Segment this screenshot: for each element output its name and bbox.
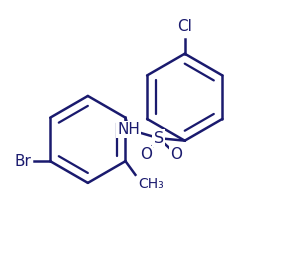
Text: S: S <box>154 131 164 146</box>
Text: CH₃: CH₃ <box>138 177 164 191</box>
Text: O: O <box>170 147 182 162</box>
Text: NH: NH <box>117 122 140 137</box>
Text: Cl: Cl <box>177 19 192 34</box>
Text: Br: Br <box>15 154 32 169</box>
Text: O: O <box>140 147 152 162</box>
